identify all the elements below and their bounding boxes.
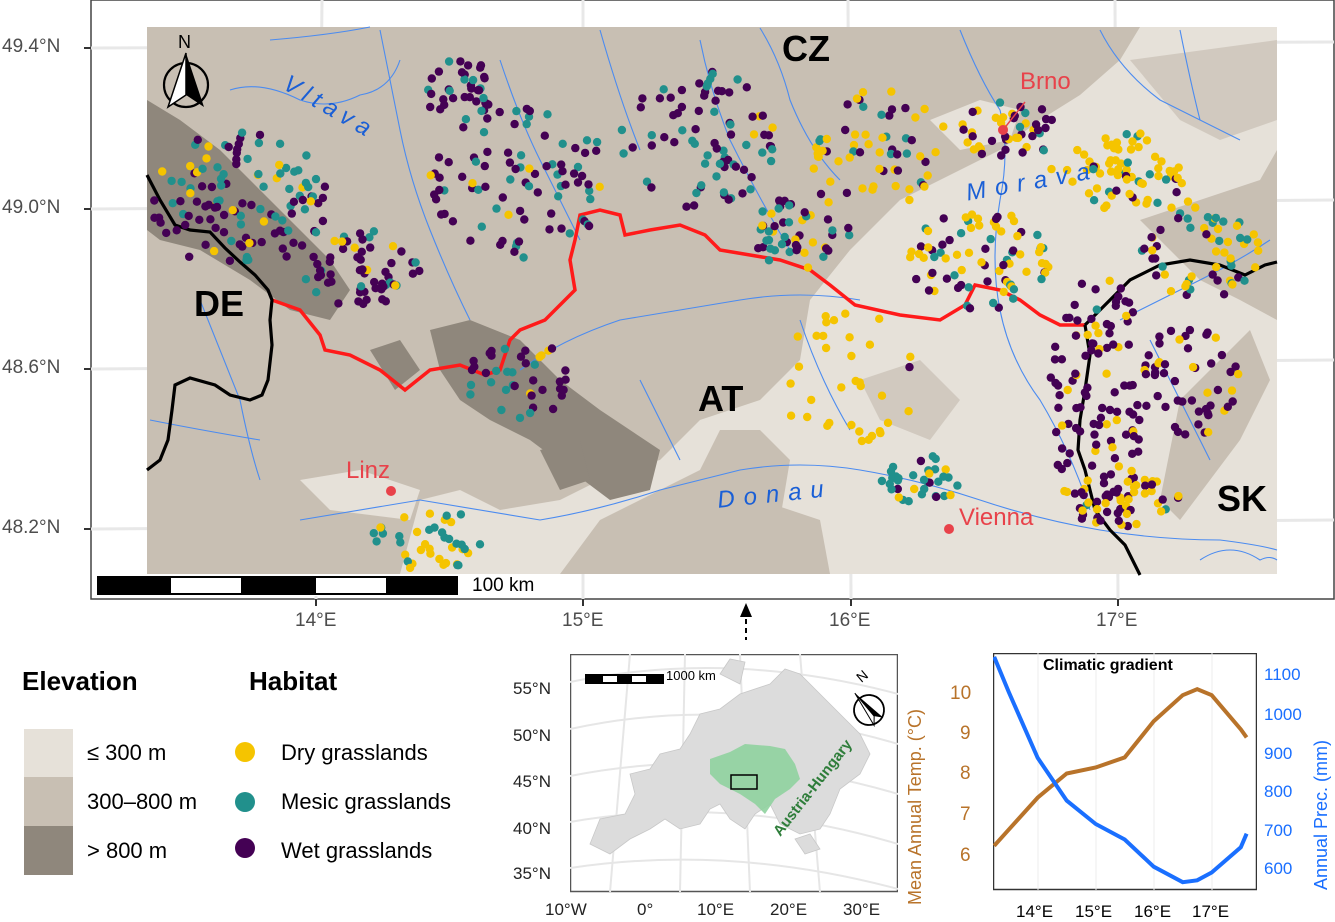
historic-border-line: [271, 208, 1085, 393]
inset-y-50: 50°N: [513, 726, 551, 745]
country-label-sk: SK: [1217, 478, 1268, 519]
temp-tick-10: 10: [950, 683, 972, 704]
prec-tick-1100: 1100: [1264, 665, 1301, 684]
elevation-label-mid: 300–800 m: [87, 789, 198, 814]
elevation-swatch-low: [24, 729, 73, 778]
city-label-linz: Linz: [346, 457, 391, 484]
inset-x-30e: 30°E: [843, 900, 881, 919]
inset-y-40: 40°N: [513, 819, 551, 838]
temp-axis-label: Mean Annual Temp. (°C): [905, 709, 925, 905]
country-label-at: AT: [698, 378, 744, 419]
habitat-dot-wet: [235, 838, 255, 858]
x-tick-16e: 16°E: [829, 610, 871, 631]
climate-x-14e: 14°E: [1016, 902, 1054, 921]
x-tick-14e: 14°E: [295, 610, 337, 631]
temp-tick-8: 8: [960, 763, 971, 784]
inset-x-0: 0°: [637, 900, 654, 919]
inset-x-10e: 10°E: [697, 900, 735, 919]
prec-tick-600: 600: [1264, 859, 1293, 878]
climate-x-16e: 16°E: [1134, 902, 1172, 921]
country-label-cz: CZ: [782, 28, 830, 69]
legend-elevation-title: Elevation: [22, 666, 138, 696]
scale-bar-label: 100 km: [472, 575, 535, 596]
inset-y-35: 35°N: [513, 864, 551, 883]
prec-tick-1000: 1000: [1264, 705, 1302, 724]
north-arrow-icon: [162, 52, 210, 109]
x-tick-15e: 15°E: [562, 610, 604, 631]
habitat-points: [150, 57, 1263, 573]
y-tick-49-4: 49.4°N: [2, 36, 61, 57]
inset-europe-map: 1000 km N Austria-Hungary: [569, 653, 899, 893]
temp-tick-6: 6: [960, 845, 971, 866]
inset-y-55: 55°N: [513, 679, 551, 698]
city-marker-vienna: [944, 524, 954, 534]
country-label-de: DE: [194, 283, 245, 324]
scale-bar: [96, 574, 460, 596]
map-canvas: [84, 0, 1335, 700]
elevation-swatch-high: [24, 826, 73, 875]
legend-habitat-title: Habitat: [249, 666, 338, 696]
climate-x-15e: 15°E: [1075, 902, 1113, 921]
habitat-label-wet: Wet grasslands: [281, 838, 433, 863]
y-tick-49-0: 49.0°N: [2, 197, 61, 218]
inset-scale-label: 1000 km: [666, 668, 716, 683]
inset-y-45: 45°N: [513, 772, 551, 791]
elevation-label-low: ≤ 300 m: [87, 740, 167, 765]
temp-tick-7: 7: [960, 804, 971, 825]
north-label: N: [178, 32, 191, 52]
main-map: 49.4°N 49.0°N 48.6°N 48.2°N 14°E 15°E 16…: [2, 0, 1335, 700]
city-label-brno: Brno: [1020, 68, 1071, 95]
habitat-label-dry: Dry grasslands: [281, 740, 428, 765]
habitat-dot-dry: [235, 742, 255, 762]
elevation-swatch-mid: [24, 777, 73, 826]
climate-chart-title: Climatic gradient: [1043, 657, 1173, 674]
city-label-vienna: Vienna: [959, 504, 1034, 531]
elevation-label-high: > 800 m: [87, 838, 168, 863]
y-tick-48-2: 48.2°N: [2, 517, 61, 538]
prec-tick-700: 700: [1264, 821, 1293, 840]
x-tick-17e: 17°E: [1096, 610, 1138, 631]
inset-x-20e: 20°E: [770, 900, 808, 919]
inset-x-10w: 10°W: [545, 900, 587, 919]
habitat-dot-mesic: [235, 792, 255, 812]
climate-x-17e: 17°E: [1192, 902, 1230, 921]
prec-tick-800: 800: [1264, 782, 1293, 801]
prec-axis-label: Annual Prec. (mm): [1311, 739, 1331, 890]
y-tick-48-6: 48.6°N: [2, 357, 61, 378]
temp-tick-9: 9: [960, 723, 971, 744]
habitat-label-mesic: Mesic grasslands: [281, 789, 451, 814]
climate-chart: Climatic gradient: [992, 652, 1258, 891]
prec-tick-900: 900: [1264, 744, 1293, 763]
city-marker-linz: [386, 486, 396, 496]
